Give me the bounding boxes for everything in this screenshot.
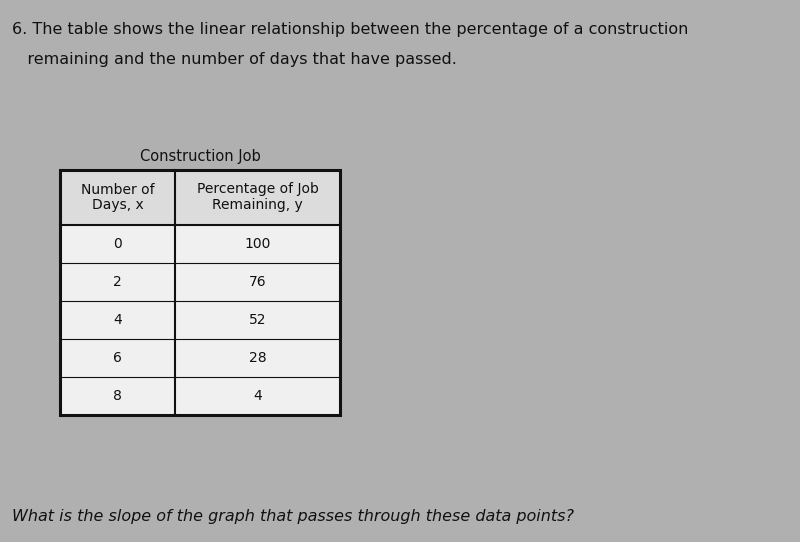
Text: Days, x: Days, x <box>92 198 143 212</box>
Text: 4: 4 <box>113 313 122 327</box>
Text: 4: 4 <box>253 389 262 403</box>
Text: 8: 8 <box>113 389 122 403</box>
Bar <box>60 263 340 301</box>
Text: Number of: Number of <box>81 183 154 197</box>
Text: 28: 28 <box>249 351 266 365</box>
Bar <box>60 170 340 225</box>
Text: 6. The table shows the linear relationship between the percentage of a construct: 6. The table shows the linear relationsh… <box>12 22 688 37</box>
Text: remaining and the number of days that have passed.: remaining and the number of days that ha… <box>12 52 457 67</box>
Text: Percentage of Job: Percentage of Job <box>197 183 318 197</box>
Bar <box>60 377 340 415</box>
Text: 52: 52 <box>249 313 266 327</box>
Text: What is the slope of the graph that passes through these data points?: What is the slope of the graph that pass… <box>12 509 574 524</box>
Bar <box>60 170 340 415</box>
Text: 2: 2 <box>113 275 122 289</box>
Text: 6: 6 <box>113 351 122 365</box>
Text: Construction Job: Construction Job <box>140 149 260 164</box>
Bar <box>60 225 340 263</box>
Bar <box>60 301 340 339</box>
Text: 100: 100 <box>244 237 270 251</box>
Bar <box>60 339 340 377</box>
Text: 76: 76 <box>249 275 266 289</box>
Text: 0: 0 <box>113 237 122 251</box>
Text: Remaining, y: Remaining, y <box>212 198 303 212</box>
